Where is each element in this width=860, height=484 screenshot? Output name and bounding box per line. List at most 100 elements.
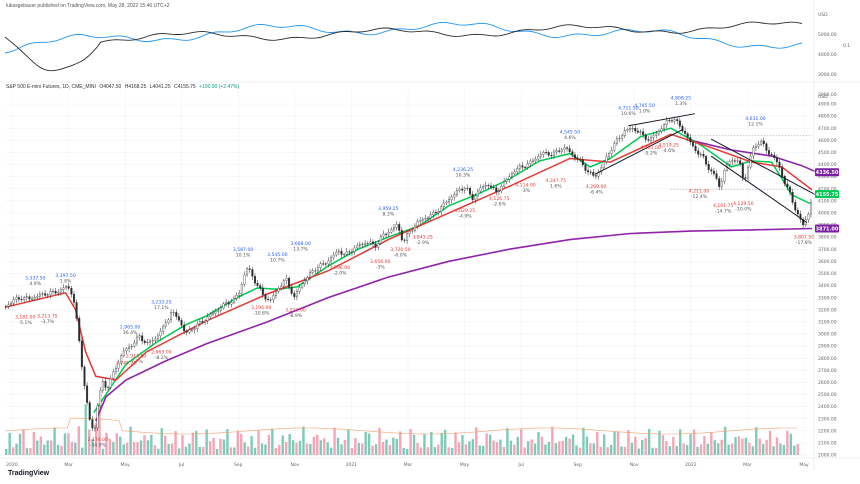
publisher-header: lukasgebauer published on TradingView.co… — [6, 3, 170, 9]
y-tick-label: 4800.00 — [818, 114, 837, 120]
volume-bar — [668, 446, 672, 455]
volume-bar — [153, 445, 157, 455]
volume-bar — [112, 441, 115, 455]
candle-body — [490, 185, 492, 188]
candle-body — [356, 245, 359, 249]
volume-bar — [613, 431, 616, 455]
x-tick-label: Nov — [630, 462, 639, 468]
candle-body — [38, 294, 41, 297]
candle-body — [566, 147, 569, 149]
volume-bar — [551, 426, 554, 455]
candle-body — [526, 163, 529, 168]
annotation-label: 1.6% — [550, 183, 562, 189]
overlay-right-label: 0.1 — [843, 43, 850, 49]
candle-body — [167, 319, 170, 323]
candle-body — [133, 342, 136, 347]
volume-bar — [388, 444, 392, 455]
candle-body — [479, 187, 482, 192]
candle-body — [521, 165, 524, 168]
moving-averages — [4, 127, 818, 422]
candle-body — [484, 185, 487, 187]
volume-bar — [115, 433, 119, 455]
annotation-label: -12.4% — [691, 194, 708, 200]
volume-bar — [675, 445, 678, 455]
candle-body — [4, 305, 7, 307]
volume-bar — [658, 430, 661, 455]
candle-body — [796, 210, 799, 215]
volume-bar — [136, 442, 139, 455]
volume-bar — [336, 437, 340, 455]
candle-body — [689, 137, 692, 143]
candle-body — [421, 218, 424, 221]
annotation-label: -3% — [376, 264, 386, 270]
candle-body — [337, 250, 340, 253]
volume-bar — [357, 443, 360, 455]
candle-body — [73, 294, 75, 303]
candle-body — [461, 188, 464, 191]
volume-bar — [56, 444, 60, 455]
candle-body — [432, 212, 435, 215]
candle-body — [500, 185, 503, 192]
candle-body — [59, 289, 62, 293]
volume-bar — [143, 435, 146, 455]
volume-bar — [139, 440, 143, 455]
y-tick-label: 4400.00 — [818, 162, 837, 168]
volume-bar — [229, 447, 233, 455]
candle-body — [505, 178, 508, 182]
candle-body — [524, 167, 527, 168]
candle-body — [240, 284, 243, 294]
annotation-label: 1.0% — [639, 108, 651, 114]
annotation-label: 10.1% — [236, 252, 251, 258]
x-tick-label: Sep — [234, 462, 243, 468]
candle-body — [235, 295, 238, 299]
candle-body — [382, 233, 385, 237]
volume-bar — [181, 435, 184, 455]
candle-body — [99, 390, 102, 407]
volume-bar — [108, 438, 112, 455]
overlay-series-blue — [4, 21, 803, 54]
volume-bar — [371, 445, 374, 455]
candle-body — [741, 163, 744, 178]
volume-bar — [198, 446, 201, 455]
candle-body — [416, 221, 419, 227]
candle-body — [476, 190, 479, 197]
y-tick-label: 3700.00 — [818, 247, 837, 253]
candle-body — [25, 296, 28, 298]
volume-bar — [748, 442, 751, 455]
volume-bar — [696, 446, 699, 455]
volume-bar — [544, 444, 547, 455]
candle-body — [642, 131, 645, 135]
candle-body — [555, 150, 558, 153]
volume-bar — [751, 446, 755, 455]
candle-body — [372, 241, 374, 244]
candle-body — [114, 367, 117, 372]
volume-bar — [208, 441, 212, 455]
volume-bar — [703, 435, 706, 455]
symbol-legend: S&P 500 E-mini Futures, 1D, CME_MINI O40… — [6, 84, 241, 90]
volume-bar — [443, 429, 447, 455]
volume-bar — [222, 439, 226, 455]
candle-body — [233, 298, 235, 303]
volume-bar — [271, 428, 274, 455]
candle-body — [17, 297, 20, 300]
candle-body — [86, 385, 89, 403]
candle-body — [319, 263, 322, 268]
ma-slow-line — [95, 227, 813, 422]
volume-bar — [482, 445, 485, 455]
volume-bar — [236, 430, 239, 455]
volume-bar — [202, 447, 205, 455]
volume-bar — [571, 434, 575, 455]
candle-body — [707, 164, 710, 170]
candle-body — [259, 285, 262, 289]
volume-bar — [540, 436, 544, 455]
annotation-label: 4,260.00 — [586, 184, 607, 190]
candle-body — [768, 150, 770, 155]
volume-bar — [250, 436, 253, 455]
annotation-label: 3,668.00 — [290, 241, 311, 247]
volume-bar — [737, 436, 741, 455]
volume-bar — [426, 447, 430, 455]
candle-body — [511, 173, 513, 177]
candle-body — [781, 167, 784, 177]
volume-bar — [502, 446, 506, 455]
